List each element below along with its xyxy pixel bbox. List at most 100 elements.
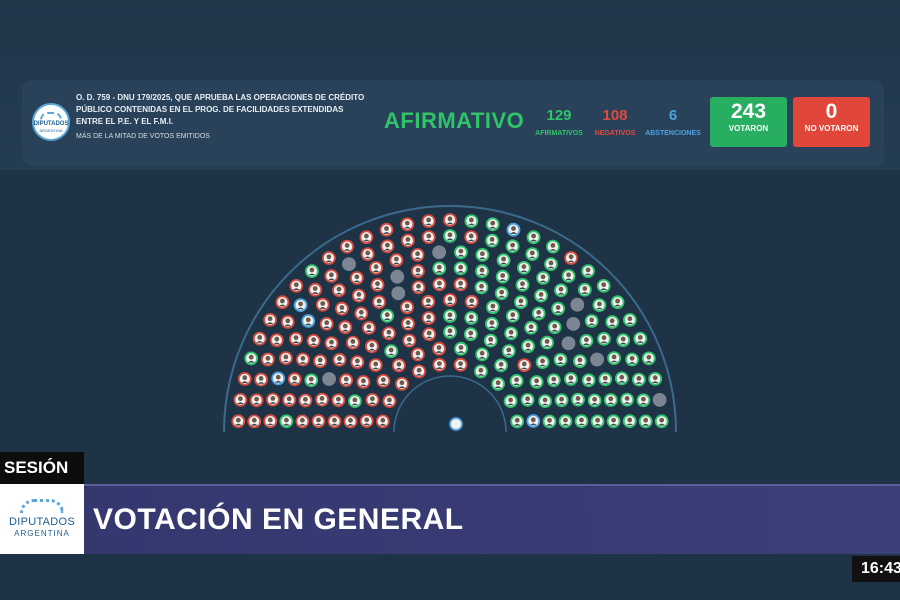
- seat: [402, 333, 417, 348]
- seat: [349, 271, 364, 285]
- seat: [534, 288, 548, 303]
- seat: [359, 230, 374, 245]
- seat: [605, 315, 620, 329]
- seat: [587, 393, 602, 408]
- seat: [491, 376, 506, 391]
- seat: [485, 233, 500, 248]
- seat: [521, 339, 535, 354]
- seat: [324, 269, 339, 283]
- seat: [515, 278, 530, 292]
- seat: [581, 264, 595, 278]
- seat: [298, 393, 313, 408]
- seat: [422, 327, 437, 342]
- seat: [410, 248, 425, 262]
- seat: [570, 297, 585, 312]
- seat: [380, 308, 395, 323]
- seat: [641, 351, 656, 366]
- seat: [432, 277, 447, 292]
- seat: [443, 309, 457, 323]
- seat: [475, 347, 490, 362]
- seat: [390, 269, 405, 284]
- seat: [616, 333, 631, 348]
- seat: [501, 344, 516, 359]
- seat: [295, 352, 310, 367]
- seat: [400, 300, 415, 315]
- seat: [636, 393, 651, 408]
- voted-box: 243 VOTARON: [710, 97, 787, 147]
- seat: [279, 414, 294, 429]
- logo-word-argentina: ARGENTINA: [39, 127, 63, 133]
- seat: [544, 257, 558, 271]
- logo-rays-icon: [40, 111, 62, 120]
- seat: [315, 297, 330, 312]
- seat: [379, 222, 394, 237]
- seat: [295, 414, 310, 429]
- seat: [282, 393, 297, 407]
- seat: [494, 358, 509, 373]
- seat: [354, 306, 369, 321]
- abstentions-count: 6 ABSTENCIONES: [638, 107, 708, 139]
- seat: [464, 230, 479, 244]
- seat: [260, 352, 275, 367]
- seat: [484, 316, 499, 331]
- seat: [540, 335, 554, 350]
- seat: [598, 372, 613, 387]
- seat: [321, 251, 336, 265]
- seat: [364, 339, 379, 354]
- seat: [278, 351, 293, 366]
- seat: [338, 320, 353, 335]
- seat: [340, 239, 355, 254]
- seat: [554, 283, 568, 298]
- seat: [625, 352, 639, 367]
- seat: [313, 354, 328, 369]
- seat: [381, 326, 396, 341]
- seat: [391, 286, 406, 301]
- seat: [610, 295, 625, 310]
- seat: [536, 271, 550, 285]
- seat: [304, 373, 319, 388]
- chamber-seat-map: [223, 205, 677, 433]
- motion-title: O. D. 759 - DNU 179/2025, QUE APRUEBA LA…: [76, 93, 365, 126]
- seat: [652, 392, 667, 407]
- seat: [443, 325, 457, 339]
- seat: [581, 373, 596, 388]
- seat: [520, 392, 535, 407]
- seat: [654, 414, 669, 429]
- seat: [247, 414, 262, 429]
- seat: [421, 214, 436, 228]
- seat: [592, 298, 607, 313]
- lower-third-banner: [84, 484, 900, 554]
- seat: [597, 331, 611, 346]
- seat: [332, 283, 346, 298]
- seat: [293, 298, 308, 313]
- seat: [369, 261, 384, 275]
- affirmative-count: 129 AFIRMATIVOS: [524, 107, 594, 139]
- seat: [334, 301, 349, 316]
- seat: [421, 294, 436, 309]
- seat: [473, 364, 488, 379]
- seat: [400, 233, 415, 248]
- seat: [365, 392, 380, 407]
- seat: [322, 372, 337, 386]
- voted-value: 243: [730, 100, 767, 123]
- seat: [280, 315, 295, 329]
- seat: [231, 414, 246, 429]
- chamber-inner-outline: [393, 375, 507, 433]
- seat: [453, 261, 468, 276]
- not-voted-label: NO VOTARON: [804, 124, 859, 133]
- seat: [351, 288, 366, 303]
- seat: [345, 335, 360, 350]
- seat: [372, 295, 387, 310]
- seat: [252, 331, 267, 346]
- negative-label: NEGATIVOS: [594, 130, 636, 137]
- seat: [554, 393, 569, 408]
- seat: [623, 312, 637, 327]
- seat: [475, 264, 489, 279]
- seat: [590, 352, 604, 367]
- seat: [237, 371, 252, 386]
- seat: [331, 393, 346, 408]
- seat: [566, 316, 581, 331]
- seat: [547, 320, 562, 335]
- seat: [517, 261, 531, 275]
- seat: [382, 394, 397, 409]
